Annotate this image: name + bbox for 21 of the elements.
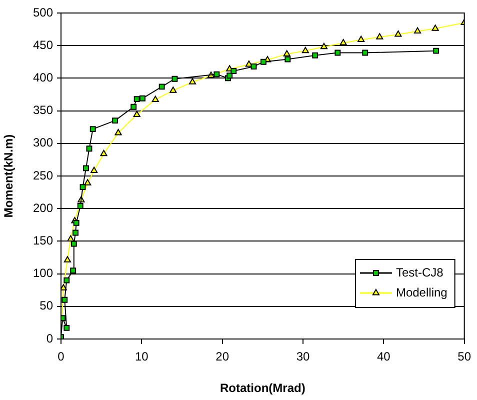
y-tick-label: 250: [32, 168, 54, 182]
y-tick-label: 400: [32, 70, 54, 85]
x-axis-title: Rotation(Mrad): [220, 381, 306, 396]
legend-label: Test-CJ8: [396, 265, 444, 280]
x-tick-label: 30: [296, 350, 310, 364]
x-tick-label: 0: [58, 350, 65, 364]
x-tick-label: 10: [134, 350, 149, 364]
y-tick-label: 450: [32, 38, 54, 52]
y-tick-label: 350: [32, 103, 54, 118]
y-axis-title: Moment(kN.m): [2, 134, 16, 218]
y-tick-label: 50: [40, 298, 54, 313]
legend-label: Modelling: [396, 285, 448, 300]
y-tick-label: 150: [32, 234, 54, 248]
y-tick-label: 300: [32, 136, 54, 150]
y-tick-label: 500: [32, 5, 54, 20]
x-tick-label: 50: [458, 350, 472, 364]
x-tick-label: 40: [376, 350, 391, 364]
x-tick-label: 20: [216, 350, 230, 364]
y-tick-label: 0: [46, 331, 54, 346]
y-tick-label: 100: [32, 266, 54, 280]
y-tick-label: 200: [32, 200, 54, 215]
